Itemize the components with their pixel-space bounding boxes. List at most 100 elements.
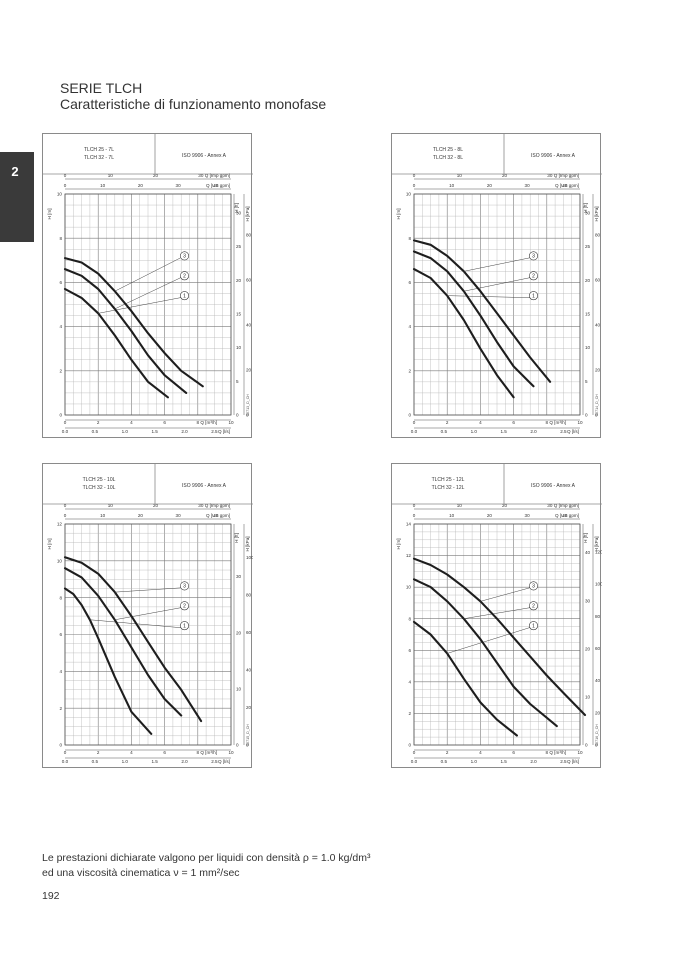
y-tick-label: 10 bbox=[406, 192, 412, 197]
x-axis-label: Q [m³/h] bbox=[200, 750, 217, 755]
pump-curve-3 bbox=[412, 239, 552, 383]
model-label: TLCH 25 - 7L bbox=[84, 147, 114, 153]
top-2-tick-label: 40 bbox=[213, 183, 219, 188]
standard-label: ISO 9906 - Annex A bbox=[531, 483, 576, 489]
top-2-tick-label: 30 bbox=[525, 183, 531, 188]
pump-curve-chart-8l: TLCH 25 - 8L TLCH 32 - 8L ISO 9906 - Annex… bbox=[391, 133, 602, 438]
x-axis-label: Q [m³/h] bbox=[200, 420, 217, 425]
right-1-tick-label: 20 bbox=[585, 278, 591, 283]
right-2-tick-label: 0 bbox=[595, 413, 598, 418]
y-tick-label: 8 bbox=[59, 595, 62, 600]
y-tick-label: 12 bbox=[406, 553, 412, 558]
drawing-code: 02716_D_CH bbox=[595, 724, 599, 746]
y-tick-label: 0 bbox=[59, 413, 62, 418]
right-2-tick-label: 80 bbox=[595, 232, 601, 237]
model-label: TLCH 25 - 10L bbox=[83, 477, 116, 483]
chart-svg: TLCH 25 - 12L TLCH 32 - 12L ISO 9906 - Ann… bbox=[392, 464, 602, 764]
pump-curve-chart-7l: TLCH 25 - 7L TLCH 32 - 7L ISO 9906 - Annex… bbox=[42, 133, 253, 438]
x2-tick-label: 0.5 bbox=[441, 429, 448, 434]
top-1-tick-label: 0 bbox=[64, 173, 67, 178]
curve-number-label: 1 bbox=[183, 293, 186, 299]
top-1-tick-label: 30 bbox=[547, 503, 553, 508]
x-tick-label: 10 bbox=[577, 750, 583, 755]
grid bbox=[413, 193, 581, 416]
standard-label: ISO 9906 - Annex A bbox=[182, 483, 227, 489]
right-2-tick-label: 40 bbox=[246, 322, 252, 327]
callout-leader bbox=[114, 587, 181, 593]
curve-number-label: 2 bbox=[532, 604, 535, 610]
curve-number-badge bbox=[529, 621, 539, 631]
callout-leader bbox=[480, 587, 530, 602]
x2-tick-label: 0.0 bbox=[411, 429, 418, 434]
section-tab: 2 bbox=[0, 152, 34, 242]
x2-tick-label: 2.0 bbox=[530, 759, 537, 764]
top-1-tick-label: 20 bbox=[153, 503, 159, 508]
curve-number-label: 3 bbox=[532, 584, 535, 590]
y-tick-label: 12 bbox=[57, 522, 63, 527]
top-2-tick-label: 20 bbox=[138, 183, 144, 188]
x-tick-label: 6 bbox=[163, 750, 166, 755]
right-2-tick-label: 60 bbox=[246, 277, 252, 282]
top-2-tick-label: 40 bbox=[213, 513, 219, 518]
callout-leader bbox=[463, 257, 530, 272]
right-2-tick-label: 40 bbox=[595, 678, 601, 683]
top-2-tick-label: 30 bbox=[525, 513, 531, 518]
y-tick-label: 4 bbox=[59, 669, 62, 674]
x-tick-label: 2 bbox=[446, 420, 449, 425]
y-tick-label: 0 bbox=[59, 743, 62, 748]
top-1-tick-label: 0 bbox=[64, 503, 67, 508]
curve-number-label: 2 bbox=[532, 274, 535, 280]
callout-leader bbox=[98, 297, 181, 314]
y-tick-label: 2 bbox=[59, 368, 62, 373]
y-tick-label: 6 bbox=[408, 280, 411, 285]
x-tick-label: 4 bbox=[130, 750, 133, 755]
right-1-tick-label: 25 bbox=[236, 244, 242, 249]
curve-number-label: 2 bbox=[183, 274, 186, 280]
right-1-tick-label: 5 bbox=[236, 379, 239, 384]
y-axis-label: H [m] bbox=[396, 539, 401, 550]
top-1-axis-label: Q [Imp gpm] bbox=[554, 173, 579, 178]
right-1-tick-label: 20 bbox=[585, 646, 591, 651]
y-axis-label: H [m] bbox=[47, 539, 52, 550]
pump-curve-3 bbox=[63, 257, 204, 388]
curve-number-label: 1 bbox=[183, 623, 186, 629]
right-2-tick-label: 60 bbox=[246, 630, 252, 635]
curve-number-label: 3 bbox=[532, 254, 535, 260]
x-tick-label: 2 bbox=[97, 420, 100, 425]
right-1-tick-label: 30 bbox=[585, 211, 591, 216]
y-tick-label: 6 bbox=[59, 280, 62, 285]
footnote-line-2: ed una viscosità cinematica ν = 1 mm²/se… bbox=[42, 867, 240, 879]
pump-curve-1 bbox=[63, 587, 153, 735]
x2-tick-label: 1.0 bbox=[122, 759, 129, 764]
y-tick-label: 10 bbox=[406, 585, 412, 590]
pump-curve-3 bbox=[412, 557, 587, 717]
callout-leader bbox=[447, 627, 530, 654]
standard-label: ISO 9906 - Annex A bbox=[182, 153, 227, 159]
plot-frame bbox=[413, 193, 581, 416]
chart-svg: TLCH 25 - 10L TLCH 32 - 10L ISO 9906 - Ann… bbox=[43, 464, 253, 764]
y-tick-label: 8 bbox=[408, 616, 411, 621]
pump-curve-chart-12l: TLCH 25 - 12L TLCH 32 - 12L ISO 9906 - Ann… bbox=[391, 463, 602, 768]
section-subtitle: Caratteristiche di funzionamento monofas… bbox=[60, 96, 327, 112]
x2-tick-label: 2.5 bbox=[560, 759, 567, 764]
right-1-tick-label: 10 bbox=[585, 345, 591, 350]
curve-number-badge bbox=[529, 601, 539, 611]
x2-tick-label: 2.5 bbox=[560, 429, 567, 434]
right-2-tick-label: 0 bbox=[246, 743, 249, 748]
x2-tick-label: 2.5 bbox=[211, 759, 218, 764]
curve-number-badge bbox=[180, 601, 190, 611]
right-2-tick-label: 0 bbox=[246, 413, 249, 418]
model-label: TLCH 25 - 12L bbox=[432, 477, 465, 483]
grid bbox=[64, 523, 232, 746]
x2-tick-label: 2.5 bbox=[211, 429, 218, 434]
right-1-tick-label: 10 bbox=[236, 345, 242, 350]
y-tick-label: 8 bbox=[59, 236, 62, 241]
right-1-tick-label: 5 bbox=[585, 379, 588, 384]
x2-tick-label: 1.5 bbox=[500, 759, 507, 764]
right-2-tick-label: 60 bbox=[595, 277, 601, 282]
model-label: TLCH 32 - 10L bbox=[83, 485, 116, 491]
drawing-code: 02715_D_CH bbox=[246, 724, 250, 746]
pump-curve-chart-10l: TLCH 25 - 10L TLCH 32 - 10L ISO 9906 - Ann… bbox=[42, 463, 253, 768]
y-tick-label: 2 bbox=[408, 368, 411, 373]
y-tick-label: 10 bbox=[57, 558, 63, 563]
